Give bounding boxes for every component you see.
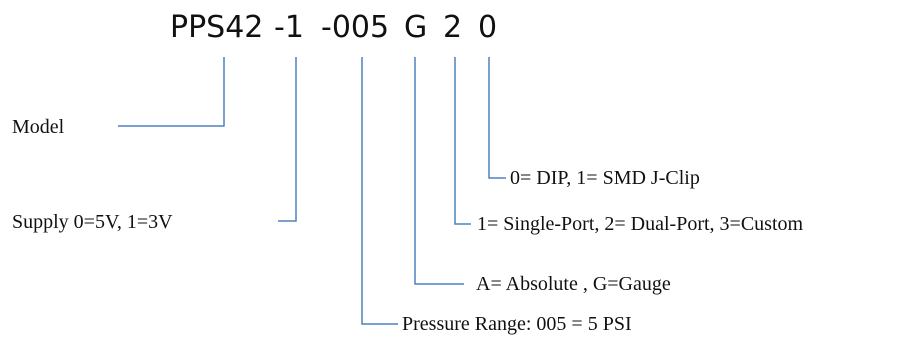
code-segment-package: 0	[478, 10, 498, 45]
connector-package	[488, 57, 506, 179]
connector-model	[118, 57, 225, 127]
label-port: 1= Single-Port, 2= Dual-Port, 3=Custom	[477, 213, 804, 235]
connector-port	[454, 57, 471, 225]
code-segment-pressure-range: -005	[321, 10, 390, 45]
label-supply: Supply 0=5V, 1=3V	[12, 211, 173, 233]
connector-pressure-type	[414, 57, 464, 285]
label-pressure-range: Pressure Range: 005 = 5 PSI	[402, 313, 632, 335]
code-segment-port: 2	[443, 10, 463, 45]
label-package: 0= DIP, 1= SMD J-Clip	[510, 167, 700, 189]
code-segment-pressure-type: G	[404, 10, 428, 45]
label-model: Model	[12, 116, 65, 138]
connector-supply	[278, 57, 297, 222]
connector-pressure-range	[361, 57, 398, 325]
label-pressure-type: A= Absolute , G=Gauge	[476, 273, 671, 295]
code-segment-supply: -1	[274, 10, 304, 45]
code-segment-model: PPS42	[170, 10, 264, 45]
